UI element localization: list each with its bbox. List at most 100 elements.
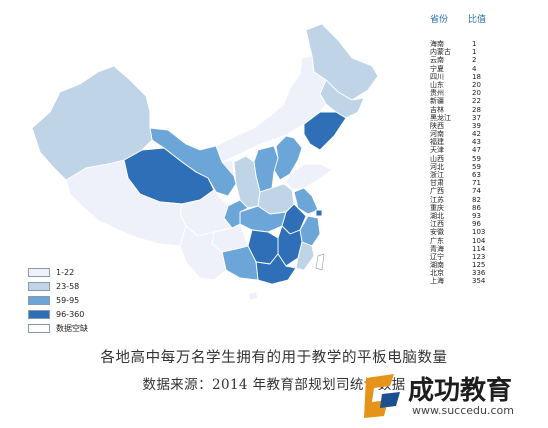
table-row: 宁夏 4 (430, 65, 510, 73)
legend-swatch (28, 268, 50, 277)
legend-label: 1-22 (56, 268, 75, 277)
table-value: 82 (472, 195, 481, 204)
region-shanghai (315, 209, 323, 217)
legend-item: 59-95 (28, 294, 108, 307)
table-row: 甘肃 71 (430, 179, 510, 187)
table-province: 安徽 (430, 228, 444, 237)
table-province: 江苏 (430, 195, 444, 204)
table-province: 湖北 (430, 211, 444, 220)
table-row: 吉林 28 (430, 106, 510, 114)
legend-item: 96-360 (28, 308, 108, 321)
table-row: 四川 18 (430, 73, 510, 81)
table-value: 103 (472, 228, 486, 237)
table-value: 1 (472, 40, 477, 48)
table-header-province: 省份 (430, 15, 449, 25)
region-guangdong (255, 253, 297, 285)
legend-item: 23-58 (28, 280, 108, 293)
table-province: 云南 (430, 56, 444, 65)
table-province: 贵州 (430, 89, 444, 98)
map-legend: 1-22 23-58 59-95 96-360 数据空缺 (28, 266, 108, 336)
table-value: 123 (472, 252, 486, 261)
table-province: 湖南 (430, 261, 444, 270)
table-province: 广西 (430, 187, 444, 196)
table-row: 山西 59 (430, 155, 510, 163)
table-province: 海南 (430, 40, 444, 48)
region-liaoning (303, 111, 347, 151)
table-province: 河北 (430, 162, 444, 171)
table-province: 天津 (430, 146, 444, 155)
table-value: 336 (472, 269, 486, 278)
table-value: 114 (472, 244, 486, 253)
table-province: 辽宁 (430, 252, 444, 261)
table-province: 浙江 (430, 171, 444, 179)
table-value: 39 (472, 121, 481, 130)
table-row: 江西 96 (430, 220, 510, 228)
table-province: 青海 (430, 244, 444, 253)
table-value: 1 (472, 48, 477, 57)
table-row: 黑龙江 37 (430, 114, 510, 122)
table-province: 甘肃 (430, 179, 444, 188)
table-value: 4 (472, 64, 477, 73)
table-province: 黑龙江 (430, 113, 451, 122)
legend-item: 数据空缺 (28, 322, 108, 335)
table-row: 新疆 22 (430, 97, 510, 105)
region-shaanxi (233, 155, 261, 209)
watermark-text: 成功教育 (408, 376, 513, 406)
table-value: 22 (472, 97, 481, 106)
legend-label: 23-58 (56, 282, 80, 291)
table-value: 354 (472, 277, 486, 286)
table-value: 20 (472, 89, 481, 98)
region-xinjiang (31, 65, 153, 181)
table-value: 104 (472, 236, 486, 245)
table-row: 河南 42 (430, 130, 510, 138)
table-province: 重庆 (430, 203, 444, 212)
table-province: 内蒙古 (430, 48, 451, 57)
table-value: 125 (472, 261, 486, 270)
table-province: 新疆 (430, 97, 444, 106)
table-province: 山东 (430, 80, 444, 89)
table-row: 贵州 20 (430, 89, 510, 97)
legend-label: 数据空缺 (56, 324, 88, 333)
table-province: 北京 (430, 269, 444, 278)
table-row: 海南 1 (430, 40, 510, 48)
table-row: 陕西 39 (430, 122, 510, 130)
table-value: 63 (472, 171, 481, 179)
region-hainan (247, 291, 259, 301)
table-province: 福建 (430, 138, 444, 147)
table-row: 江苏 82 (430, 196, 510, 204)
table-row: 湖北 93 (430, 212, 510, 220)
legend-label: 96-360 (56, 310, 85, 319)
table-row: 重庆 86 (430, 204, 510, 212)
table-value: 59 (472, 154, 481, 163)
table-province: 陕西 (430, 121, 444, 130)
region-shandong (285, 163, 333, 191)
table-row: 辽宁 123 (430, 253, 510, 261)
legend-item: 1-22 (28, 266, 108, 279)
watermark-logo-icon (364, 374, 400, 418)
table-value: 47 (472, 146, 481, 155)
table-row: 北京 336 (430, 269, 510, 277)
table-province: 广东 (430, 236, 444, 245)
watermark: 成功教育 www.succedu.com (360, 370, 548, 428)
table-row: 广东 104 (430, 237, 510, 245)
caption-title: 各地高中每万名学生拥有的用于教学的平板电脑数量 (100, 350, 448, 366)
table-value: 71 (472, 179, 481, 188)
table-value: 18 (472, 72, 481, 81)
table-province: 上海 (430, 277, 444, 286)
legend-swatch (28, 324, 50, 333)
table-row: 浙江 63 (430, 171, 510, 179)
table-row: 山东 20 (430, 81, 510, 89)
table-value: 74 (472, 187, 481, 196)
table-province: 山西 (430, 154, 444, 163)
table-row: 广西 74 (430, 187, 510, 195)
province-value-table: 海南 1 内蒙古 1 云南 2 宁夏 4 四川 18 山东 20 贵州 20 新疆 22 吉林 28 黑龙江 37 陕西… (430, 40, 510, 286)
table-row: 河北 59 (430, 163, 510, 171)
table-province: 四川 (430, 72, 444, 81)
table-value: 42 (472, 130, 481, 139)
watermark-url: www.succedu.com (412, 404, 514, 417)
table-row: 内蒙古 1 (430, 48, 510, 56)
table-header-value: 比值 (468, 15, 487, 25)
table-row: 福建 43 (430, 138, 510, 146)
table-row: 云南 2 (430, 56, 510, 64)
